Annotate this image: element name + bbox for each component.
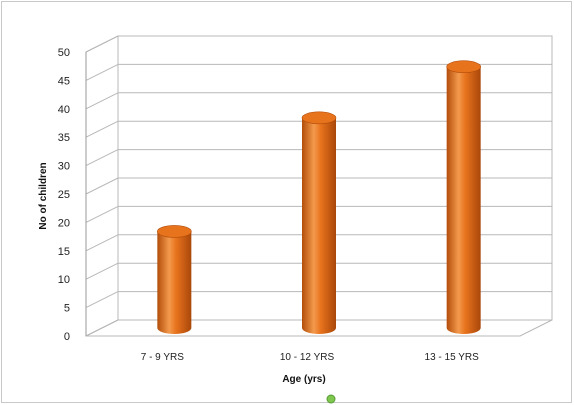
y-axis-title: No of children — [38, 162, 49, 229]
bar — [301, 111, 337, 334]
x-tick-label: 10 - 12 YRS — [280, 352, 335, 363]
bar-top — [157, 225, 192, 238]
y-tick-label: 30 — [58, 161, 70, 173]
y-axis-ticks: 0 5 10 15 20 25 30 35 40 45 50 — [58, 47, 70, 343]
gridline-side — [85, 291, 119, 309]
gridline-side — [85, 205, 119, 223]
y-tick-label: 45 — [58, 75, 70, 87]
y-tick-label: 35 — [58, 132, 70, 144]
legend-marker-dot — [326, 394, 336, 404]
gridline-side — [85, 92, 119, 110]
gridline-side — [85, 177, 119, 195]
bar-top — [301, 111, 337, 125]
y-tick-label: 10 — [58, 274, 70, 286]
bar-top — [446, 60, 481, 74]
x-tick-label: 13 - 15 YRS — [425, 352, 480, 363]
y-tick-label: 0 — [64, 331, 70, 343]
gridline-side — [85, 319, 119, 337]
gridline-side — [85, 120, 119, 138]
bar-body — [446, 66, 481, 334]
y-tick-label: 50 — [58, 47, 70, 59]
gridline-side — [85, 234, 119, 252]
y-tick-label: 5 — [64, 303, 70, 315]
y-tick-label: 40 — [58, 104, 70, 116]
bar-body — [302, 117, 336, 334]
bars — [157, 60, 481, 334]
x-axis-title: Age (yrs) — [282, 374, 325, 385]
x-tick-label: 7 - 9 YRS — [141, 352, 184, 363]
bar — [446, 60, 481, 334]
y-tick-label: 15 — [58, 246, 70, 258]
y-tick-label: 25 — [58, 189, 70, 201]
gridline-side — [85, 35, 119, 53]
gridline-side — [85, 149, 119, 167]
gridline-side — [85, 63, 119, 81]
bar — [157, 225, 192, 334]
gridline-side — [85, 262, 119, 280]
x-axis-ticks: 7 - 9 YRS 10 - 12 YRS 13 - 15 YRS — [141, 352, 479, 363]
bar-body — [157, 231, 192, 334]
y-tick-label: 20 — [58, 217, 70, 229]
